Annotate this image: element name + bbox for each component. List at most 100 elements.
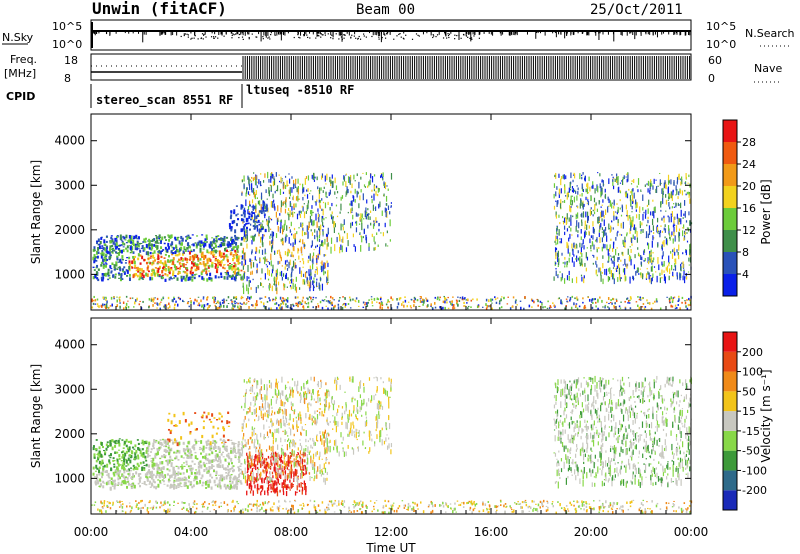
data-cell bbox=[233, 476, 236, 481]
nsearch-dot bbox=[299, 37, 301, 39]
nsearch-dot bbox=[223, 35, 225, 37]
data-cell bbox=[322, 264, 324, 272]
data-cell bbox=[593, 244, 595, 250]
data-cell bbox=[205, 443, 208, 446]
nsearch-dot bbox=[190, 38, 192, 40]
data-cell bbox=[91, 300, 93, 303]
data-cell bbox=[345, 173, 347, 175]
data-cell bbox=[193, 478, 196, 481]
data-cell bbox=[153, 462, 156, 467]
data-cell bbox=[599, 173, 601, 177]
data-cell bbox=[273, 179, 276, 185]
data-cell bbox=[619, 307, 622, 309]
data-cell bbox=[223, 276, 226, 280]
data-cell bbox=[175, 246, 178, 249]
data-cell bbox=[426, 299, 429, 302]
data-cell bbox=[235, 214, 238, 217]
data-cell bbox=[190, 249, 193, 252]
data-cell bbox=[156, 451, 159, 456]
data-cell bbox=[113, 473, 116, 477]
data-cell bbox=[446, 301, 448, 304]
data-cell bbox=[563, 225, 566, 230]
data-cell bbox=[129, 251, 132, 254]
data-cell bbox=[156, 273, 159, 277]
data-cell bbox=[217, 302, 220, 304]
data-cell bbox=[254, 307, 257, 309]
data-cell bbox=[555, 235, 557, 242]
data-cell bbox=[350, 208, 352, 214]
data-cell bbox=[600, 206, 602, 208]
data-cell bbox=[587, 192, 590, 194]
data-cell bbox=[268, 307, 270, 311]
data-cell bbox=[218, 250, 221, 254]
data-cell bbox=[618, 256, 620, 260]
data-cell bbox=[109, 241, 112, 244]
data-cell bbox=[490, 299, 492, 302]
data-cell bbox=[320, 224, 322, 230]
data-cell bbox=[151, 268, 154, 271]
data-cell bbox=[360, 235, 362, 238]
data-cell bbox=[583, 203, 585, 207]
data-cell bbox=[168, 255, 171, 258]
data-cell bbox=[257, 214, 260, 218]
data-cell bbox=[661, 245, 663, 249]
nsearch-dot bbox=[442, 37, 445, 39]
data-cell bbox=[98, 469, 101, 474]
data-cell bbox=[673, 216, 675, 224]
data-cell bbox=[613, 261, 615, 267]
data-cell bbox=[119, 464, 122, 466]
data-cell bbox=[137, 454, 140, 457]
data-cell bbox=[406, 305, 409, 308]
data-cell bbox=[352, 233, 354, 238]
data-cell bbox=[557, 265, 559, 268]
data-cell bbox=[113, 485, 116, 490]
data-cell bbox=[150, 255, 153, 258]
data-cell bbox=[282, 237, 284, 241]
nsearch-dot bbox=[350, 37, 352, 39]
nsearch-dot bbox=[353, 35, 355, 37]
data-cell bbox=[294, 239, 296, 244]
data-cell bbox=[191, 485, 194, 489]
data-cell bbox=[264, 203, 266, 210]
data-cell bbox=[237, 305, 239, 309]
data-cell bbox=[203, 263, 206, 267]
data-cell bbox=[537, 299, 539, 303]
data-cell bbox=[293, 227, 296, 231]
data-cell bbox=[236, 250, 239, 253]
data-cell bbox=[125, 302, 128, 306]
data-cell bbox=[175, 465, 178, 468]
data-cell bbox=[118, 259, 121, 261]
data-cell bbox=[103, 260, 106, 262]
data-cell bbox=[656, 226, 659, 232]
data-cell bbox=[144, 240, 147, 243]
data-cell bbox=[234, 234, 237, 237]
data-cell bbox=[189, 270, 192, 274]
data-cell bbox=[450, 301, 452, 303]
data-cell bbox=[179, 260, 182, 262]
data-cell bbox=[378, 302, 381, 304]
data-cell bbox=[210, 444, 213, 448]
data-cell bbox=[646, 183, 648, 186]
data-cell bbox=[643, 250, 645, 256]
data-cell bbox=[161, 274, 164, 276]
data-cell bbox=[373, 222, 375, 227]
data-cell bbox=[251, 259, 253, 262]
data-cell bbox=[642, 213, 644, 221]
data-cell bbox=[159, 441, 162, 446]
data-cell bbox=[211, 459, 214, 463]
data-cell bbox=[209, 480, 212, 484]
data-cell bbox=[291, 212, 293, 215]
nsearch-dot bbox=[357, 37, 359, 40]
data-cell bbox=[104, 258, 107, 262]
data-cell bbox=[200, 299, 202, 303]
data-cell bbox=[327, 307, 329, 311]
data-cell bbox=[601, 218, 603, 222]
data-cell bbox=[296, 213, 299, 220]
data-cell bbox=[143, 481, 146, 485]
data-cell bbox=[121, 464, 124, 468]
data-cell bbox=[346, 186, 348, 194]
data-cell bbox=[158, 239, 161, 241]
data-cell bbox=[224, 467, 227, 471]
data-cell bbox=[485, 303, 487, 306]
data-cell bbox=[294, 259, 297, 261]
